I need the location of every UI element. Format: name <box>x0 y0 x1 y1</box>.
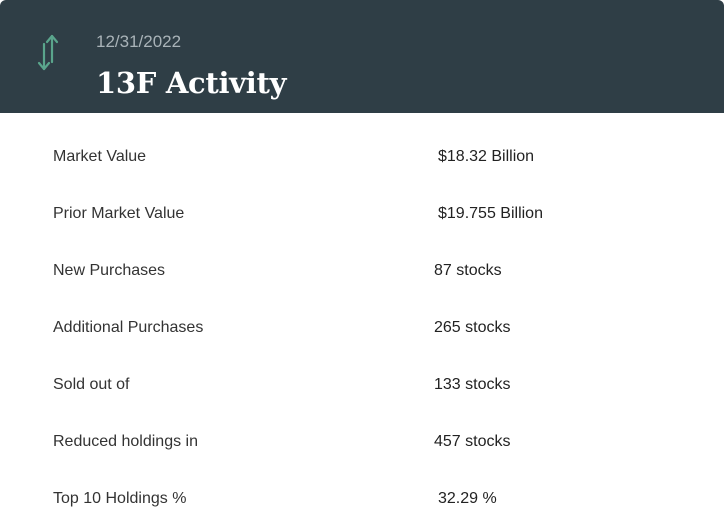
row-label: Sold out of <box>53 376 130 393</box>
row-label: Prior Market Value <box>53 205 185 222</box>
card-title: 13F Activity <box>96 66 287 100</box>
row-value: 133 stocks <box>434 376 511 393</box>
row-additional-purchases: Additional Purchases 265 stocks <box>0 313 724 343</box>
row-new-purchases: New Purchases 87 stocks <box>0 256 724 286</box>
row-market-value: Market Value $18.32 Billion <box>0 142 724 172</box>
up-down-arrows-icon <box>37 34 59 71</box>
row-label: Additional Purchases <box>53 319 204 336</box>
row-label: Market Value <box>53 148 147 165</box>
report-date: 12/31/2022 <box>96 32 182 51</box>
row-reduced-holdings: Reduced holdings in 457 stocks <box>0 427 724 457</box>
row-label: New Purchases <box>53 262 166 279</box>
card-header: 12/31/2022 13F Activity <box>0 0 724 113</box>
row-value: 87 stocks <box>434 262 502 279</box>
row-label: Reduced holdings in <box>53 433 198 450</box>
row-value: 265 stocks <box>434 319 511 336</box>
row-prior-market-value: Prior Market Value $19.755 Billion <box>0 199 724 229</box>
row-value: $19.755 Billion <box>438 205 543 222</box>
row-label: Top 10 Holdings % <box>53 490 187 507</box>
row-value: 457 stocks <box>434 433 511 450</box>
row-sold-out-of: Sold out of 133 stocks <box>0 370 724 400</box>
row-top-10-holdings: Top 10 Holdings % 32.29 % <box>0 484 724 514</box>
row-value: 32.29 % <box>438 490 497 507</box>
row-value: $18.32 Billion <box>438 148 535 165</box>
